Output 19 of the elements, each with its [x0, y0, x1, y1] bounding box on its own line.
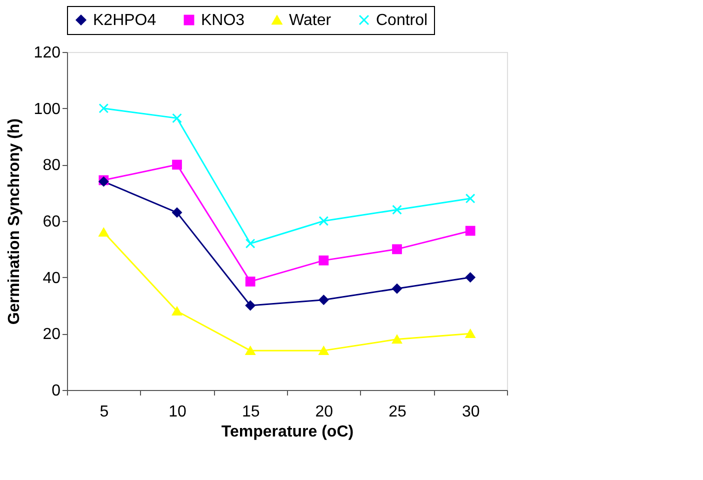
- y-tick-label: 120: [34, 44, 61, 62]
- y-tick-label: 60: [42, 214, 61, 230]
- x-tick-label: 15: [242, 404, 260, 420]
- legend-label: Water: [289, 12, 332, 29]
- x-tick-label: 20: [315, 404, 334, 420]
- y-tick-label: 40: [42, 270, 61, 287]
- x-axis-title: Temperature (oC): [221, 424, 354, 440]
- x-tick-label: 25: [388, 404, 406, 420]
- y-tick-label: 0: [52, 382, 61, 400]
- y-tick-label: 100: [34, 100, 61, 118]
- legend-label: KNO3: [201, 12, 245, 29]
- x-tick-label: 10: [168, 404, 186, 420]
- legend-label: K2HPO4: [93, 12, 156, 29]
- y-tick-label: 80: [42, 157, 61, 174]
- y-axis-title: Germination Synchrony (h): [6, 118, 23, 325]
- legend-label: Control: [376, 12, 428, 29]
- x-tick-label: 5: [100, 404, 109, 420]
- y-tick-label: 20: [42, 326, 61, 344]
- x-tick-label: 30: [462, 404, 480, 420]
